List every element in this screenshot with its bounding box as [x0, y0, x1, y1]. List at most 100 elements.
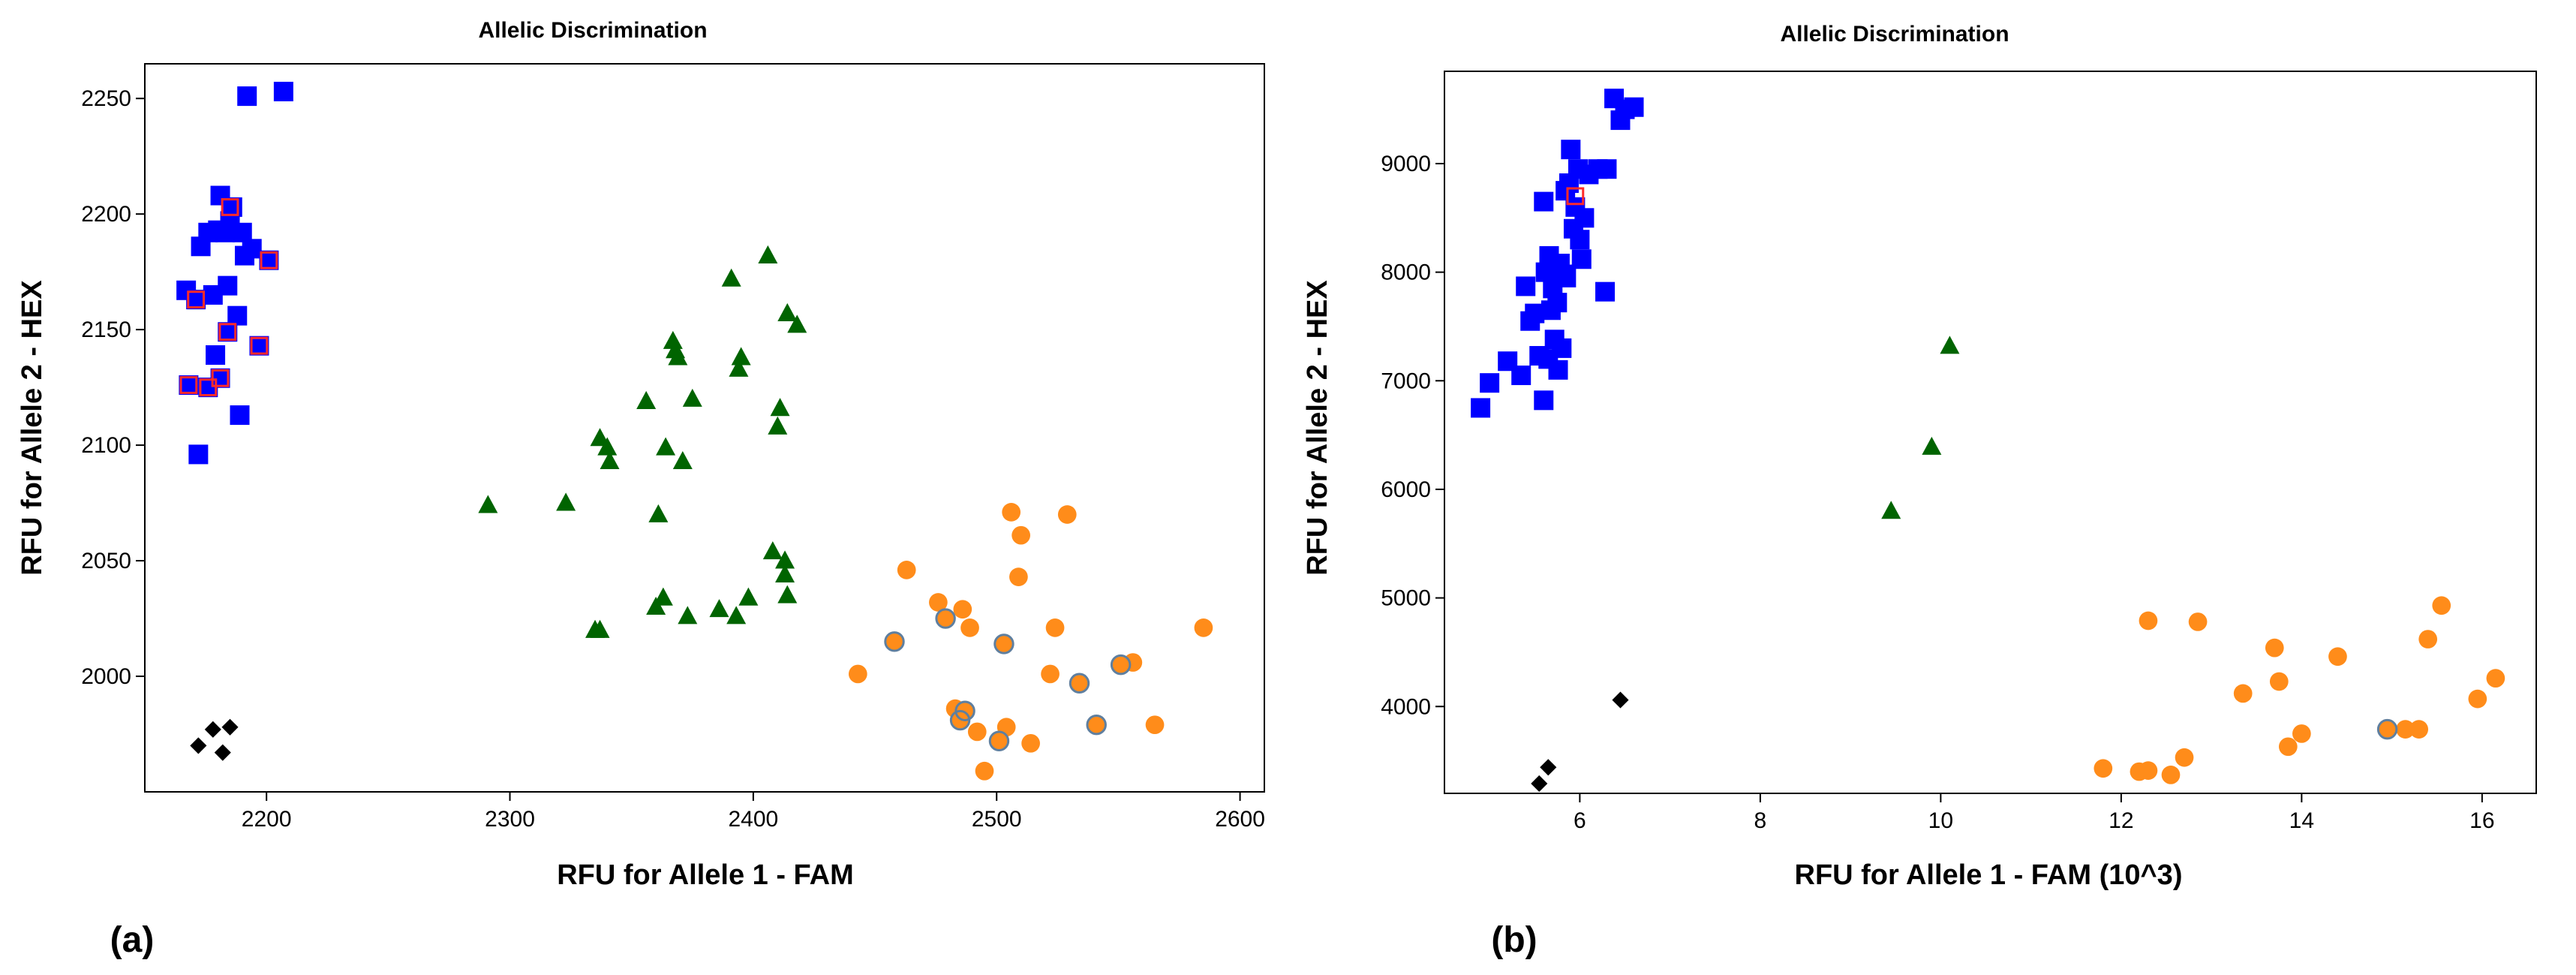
data-point-circle — [848, 664, 867, 684]
data-point-square — [1595, 281, 1616, 302]
x-tick-label: 16 — [2469, 808, 2494, 833]
data-point-diamond — [1540, 759, 1557, 776]
data-point-triangle — [738, 587, 759, 606]
x-tick-label: 14 — [2289, 808, 2314, 833]
data-point-square — [1556, 267, 1577, 287]
data-point-triangle — [646, 597, 666, 615]
data-point-circle — [1045, 618, 1065, 637]
data-point-square — [1548, 360, 1568, 380]
data-point-square — [1571, 249, 1592, 269]
data-point-circle — [975, 761, 994, 781]
x-tick-label: 2200 — [242, 807, 292, 832]
highlighted-point-marker — [218, 323, 237, 342]
data-point-square — [259, 250, 279, 270]
data-point-circle — [1021, 733, 1040, 753]
data-point-square — [218, 275, 238, 296]
highlighted-point-marker — [199, 378, 218, 397]
data-point-circle — [955, 701, 975, 721]
circled-point-marker — [954, 700, 975, 721]
data-point-triangle — [775, 564, 795, 582]
data-point-square — [1597, 159, 1617, 179]
y-tick-label: 2000 — [81, 664, 131, 689]
chart-a-title: Allelic Discrimination — [478, 18, 707, 43]
data-point-square — [1480, 373, 1500, 393]
data-point-triangle — [775, 550, 795, 569]
chart-a: Allelic Discrimination 20002050210021502… — [17, 18, 1265, 960]
data-point-circle — [2432, 596, 2451, 615]
data-point-circle — [885, 632, 904, 652]
data-point-triangle — [590, 619, 610, 638]
chart-a-panel-label: (a) — [110, 920, 155, 960]
data-point-circle — [2188, 612, 2208, 631]
data-point-circle — [1002, 503, 1021, 522]
x-tick-label: 12 — [2109, 808, 2133, 833]
data-point-square — [1574, 208, 1595, 228]
data-point-triangle — [663, 330, 683, 349]
circled-point-marker — [884, 631, 905, 652]
chart-a-x-axis-label: RFU for Allele 1 - FAM — [557, 859, 854, 891]
data-point-circle — [2175, 748, 2194, 767]
data-point-circle — [996, 718, 1016, 737]
data-point-triangle — [777, 302, 798, 321]
data-point-diamond — [1612, 691, 1629, 709]
chart-b-panel-label: (b) — [1491, 920, 1537, 960]
data-point-circle — [2292, 724, 2311, 743]
data-point-circle — [967, 722, 987, 742]
data-point-circle — [1145, 715, 1165, 735]
data-point-square — [1511, 366, 1531, 386]
y-tick-label: 2100 — [81, 433, 131, 458]
data-point-square — [242, 239, 262, 259]
data-point-triangle — [656, 437, 676, 456]
data-point-square — [222, 197, 242, 217]
y-tick-label: 2200 — [81, 202, 131, 227]
data-point-diamond — [1531, 775, 1548, 793]
data-point-circle — [2468, 689, 2487, 709]
data-point-square — [188, 444, 209, 465]
x-tick-label: 2400 — [728, 807, 778, 832]
data-point-circle — [1057, 505, 1077, 524]
y-tick-label: 6000 — [1381, 477, 1431, 502]
data-point-square — [1534, 390, 1554, 411]
chart-a-points — [176, 81, 1213, 781]
data-point-square — [1516, 276, 1536, 296]
data-point-square — [1540, 300, 1561, 320]
data-point-triangle — [648, 504, 669, 522]
data-point-square — [210, 368, 230, 388]
x-tick-label: 10 — [1928, 808, 1953, 833]
data-point-circle — [960, 618, 979, 637]
chart-b-plot-area — [1444, 71, 2537, 794]
circled-point-marker — [1086, 714, 1107, 736]
chart-b-x-axis-label: RFU for Allele 1 - FAM (10^3) — [1795, 859, 2183, 891]
data-point-circle — [1070, 673, 1089, 693]
y-tick-label: 8000 — [1381, 260, 1431, 285]
highlighted-point-marker — [221, 198, 239, 216]
data-point-triangle — [768, 416, 788, 435]
circled-point-marker — [935, 608, 956, 629]
data-point-triangle — [636, 390, 657, 409]
data-point-triangle — [672, 451, 693, 470]
chart-a-plot-area — [144, 63, 1265, 793]
data-point-square — [1561, 140, 1581, 160]
data-point-triangle — [668, 347, 688, 366]
x-tick-label: 2600 — [1215, 807, 1265, 832]
y-tick-label: 2150 — [81, 317, 131, 342]
data-point-square — [179, 375, 199, 396]
data-point-triangle — [731, 347, 751, 366]
data-point-circle — [929, 593, 948, 612]
data-point-circle — [1041, 664, 1060, 684]
data-point-circle — [2278, 737, 2298, 757]
data-point-circle — [1087, 715, 1106, 735]
data-point-circle — [2233, 684, 2253, 703]
data-point-circle — [990, 731, 1008, 751]
data-point-triangle — [721, 268, 741, 287]
y-tick-label: 4000 — [1381, 694, 1431, 719]
data-point-square — [1471, 398, 1491, 418]
data-point-square — [237, 86, 257, 107]
chart-b: Allelic Discrimination 4000 5000 6000 7000 8… — [1302, 22, 2537, 960]
data-point-circle — [897, 561, 916, 579]
highlighted-point-marker — [211, 369, 230, 387]
circled-point-marker — [1069, 673, 1090, 694]
data-point-circle — [1194, 618, 1213, 637]
data-point-square — [1556, 181, 1576, 201]
